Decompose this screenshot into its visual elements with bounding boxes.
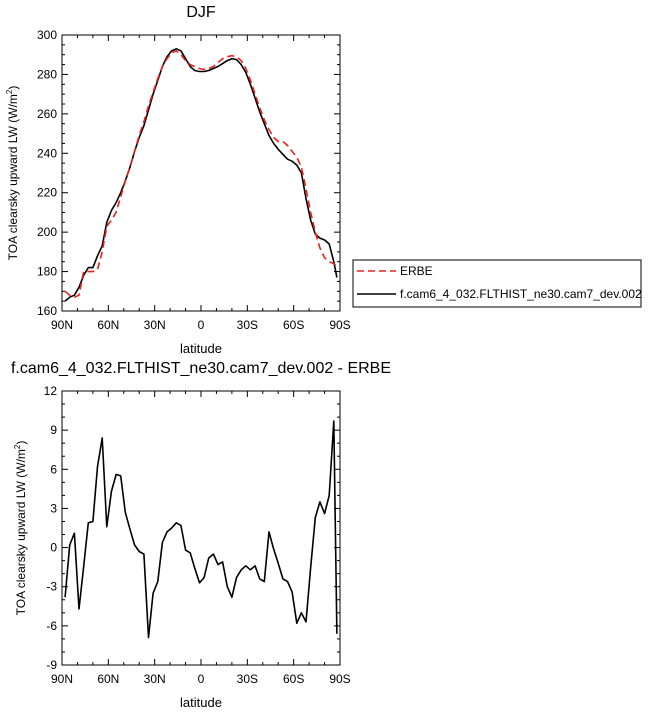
bottom-x-axis-label: latitude [180,695,222,710]
top-y-axis-label-end: ) [6,86,20,90]
top-y-axis-label-sup: 2 [5,89,14,94]
x-tick-label: 60N [97,318,119,332]
top-x-axis-label: latitude [180,341,222,356]
top-y-axis-label: TOA clearsky upward LW (W/m2) [5,86,20,261]
x-tick-label: 90N [51,672,73,686]
y-tick-label: 300 [37,28,57,42]
y-tick-label: 12 [44,384,58,398]
bottom-plot-frame [61,390,341,666]
y-tick-label: 9 [50,423,57,437]
top-panel: DJF 160 180 200 220 240 260 280 300 90N 60N 30N 0 3… [5,4,642,356]
bottom-y-axis-label: TOA clearsky upward LW (W/m2) [13,441,28,616]
bottom-y-axis-label-main: TOA clearsky upward LW (W/m [14,449,28,615]
bottom-y-tick-labels: -9 -6 -3 0 3 6 9 12 [44,384,58,672]
x-tick-label: 60N [97,672,119,686]
x-tick-label: 30S [237,672,258,686]
top-axis-ticks [61,34,341,312]
y-tick-label: -9 [46,658,57,672]
y-tick-label: -3 [46,580,57,594]
top-x-tick-labels: 90N 60N 30N 0 30S 60S 90S [51,318,351,332]
top-plot-frame [61,34,341,312]
bottom-y-axis-label-end: ) [14,441,28,445]
y-tick-label: 180 [37,265,57,279]
legend-erbe-label: ERBE [400,264,433,278]
y-tick-label: 280 [37,67,57,81]
bottom-panel: f.cam6_4_032.FLTHIST_ne30.cam7_dev.002 -… [11,360,391,710]
x-tick-label: 0 [198,318,205,332]
x-tick-label: 90S [329,672,350,686]
y-tick-label: 0 [50,541,57,555]
y-tick-label: 3 [50,501,57,515]
x-tick-label: 30N [144,672,166,686]
bottom-y-axis-label-sup: 2 [13,444,22,449]
legend-box [352,259,642,308]
y-tick-label: 160 [37,304,57,318]
y-tick-label: 200 [37,225,57,239]
y-tick-label: 220 [37,186,57,200]
bottom-axis-ticks [61,390,341,666]
model-series-line [64,47,338,302]
top-chart-title: DJF [186,4,216,21]
y-tick-label: -6 [46,619,57,633]
x-tick-label: 60S [283,672,304,686]
legend-model-label: f.cam6_4_032.FLTHIST_ne30.cam7_dev.002 [400,287,642,301]
erbe-series-line [64,49,338,299]
x-tick-label: 60S [283,318,304,332]
model-series-line [64,420,338,639]
x-tick-label: 90S [329,318,350,332]
y-tick-label: 240 [37,146,57,160]
y-tick-label: 260 [37,107,57,121]
x-tick-label: 90N [51,318,73,332]
x-tick-label: 30N [144,318,166,332]
bottom-chart-title: f.cam6_4_032.FLTHIST_ne30.cam7_dev.002 -… [11,360,391,377]
bottom-x-tick-labels: 90N 60N 30N 0 30S 60S 90S [51,672,351,686]
x-tick-label: 30S [237,318,258,332]
top-legend: ERBE f.cam6_4_032.FLTHIST_ne30.cam7_dev.… [352,259,642,308]
y-tick-label: 6 [50,462,57,476]
top-series-group [64,47,338,302]
x-tick-label: 0 [198,672,205,686]
top-y-tick-labels: 160 180 200 220 240 260 280 300 [37,28,57,318]
top-y-axis-label-main: TOA clearsky upward LW (W/m [6,94,20,260]
bottom-series-group [64,420,338,639]
